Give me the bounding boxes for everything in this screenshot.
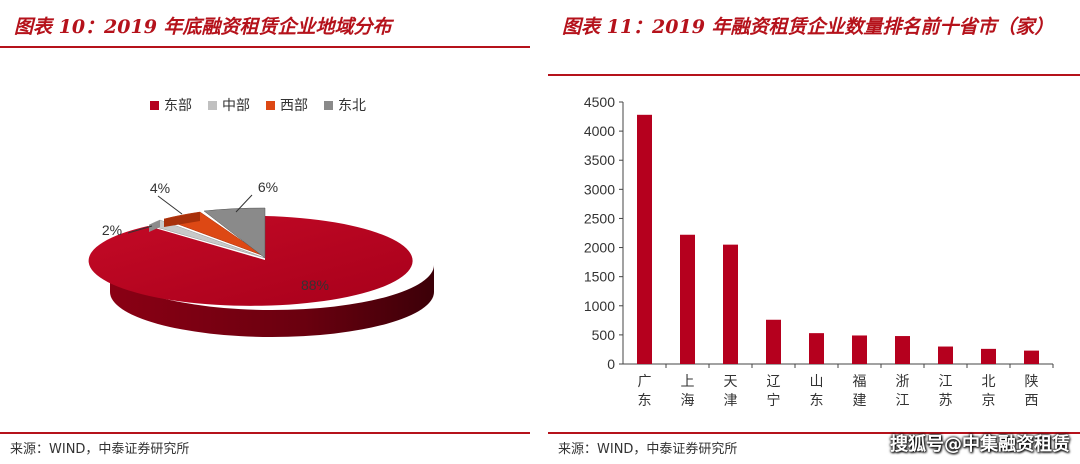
- legend-item-west: 西部: [266, 95, 308, 115]
- x-tick-label-福建-0: 福: [853, 373, 867, 389]
- pie-label-central: 2%: [102, 222, 122, 238]
- bar-marks: [637, 114, 1039, 364]
- legend-label: 东北: [338, 98, 366, 114]
- x-tick-label-北京-1: 京: [982, 392, 996, 408]
- x-tick-label-上海-1: 海: [681, 392, 695, 408]
- bar-chart: 050010001500200025003000350040004500广东上海…: [584, 94, 1054, 408]
- pie-legend: 东部 中部 西部 东北: [150, 95, 366, 115]
- legend-label: 中部: [222, 98, 250, 114]
- pie-slice-west: [163, 211, 265, 257]
- pie-label-northeast: 6%: [258, 179, 278, 195]
- x-tick-label-上海-0: 上: [681, 373, 695, 389]
- legend-label: 东部: [164, 98, 192, 114]
- y-tick-label: 1000: [584, 298, 615, 314]
- y-tick-label: 3000: [584, 181, 615, 197]
- bar-山东: [809, 333, 824, 364]
- right-panel: 图表 11：2019 年融资租赁企业数量排名前十省市（家） 0 500 1000 15…: [548, 0, 1080, 464]
- x-tick-label-浙江-1: 江: [896, 392, 910, 408]
- bar-上海: [680, 234, 695, 364]
- pie-chart-title: 图表 10：2019 年底融资租赁企业地域分布: [14, 16, 392, 38]
- y-tick-label: 4500: [584, 94, 615, 110]
- pie-slice-central: [148, 219, 266, 259]
- x-tick-label-辽宁-0: 辽: [767, 373, 781, 389]
- bar-陕西: [1024, 350, 1039, 364]
- x-tick-label-广东-0: 广: [638, 373, 652, 389]
- pie-slice-east: [88, 216, 413, 306]
- x-tick-label-北京-0: 北: [982, 373, 996, 389]
- legend-swatch: [266, 100, 275, 110]
- bar-江苏: [938, 346, 953, 364]
- watermark: 搜狐号@中集融资租赁: [890, 434, 1070, 455]
- y-tick-label: 500: [592, 327, 616, 343]
- bar-广东: [637, 114, 652, 364]
- y-tick-label: 0: [607, 356, 615, 372]
- left-panel: 图表 10：2019 年底融资租赁企业地域分布 东部 中部 西部 东北: [0, 0, 530, 464]
- source-note: 来源：WIND，中泰证券研究所: [10, 442, 190, 457]
- x-tick-label-江苏-0: 江: [939, 373, 953, 389]
- title-rule: [548, 74, 1080, 76]
- x-tick-label-山东-0: 山: [810, 373, 824, 389]
- y-tick-label: 4000: [584, 123, 615, 139]
- pie-slice-northeast: [203, 207, 266, 259]
- leader-line-west: [157, 195, 183, 215]
- bar-axes: 050010001500200025003000350040004500广东上海…: [584, 94, 1054, 408]
- y-tick-label: 1500: [584, 269, 615, 285]
- pie-side-central: [149, 220, 160, 232]
- bar-辽宁: [766, 319, 781, 364]
- legend-swatch: [150, 100, 159, 110]
- bar-北京: [981, 348, 996, 364]
- legend-item-northeast: 东北: [324, 95, 366, 115]
- pie-chart: 88% 2% 4% 6%: [88, 179, 434, 337]
- footer-rule: [0, 432, 530, 434]
- x-tick-label-天津-0: 天: [724, 373, 738, 389]
- footer-rule: [548, 432, 1080, 434]
- pie-side-east: [110, 265, 434, 337]
- pie-side-west: [164, 212, 200, 227]
- leader-line-northeast: [235, 194, 253, 213]
- x-tick-label-辽宁-1: 宁: [767, 392, 781, 408]
- legend-item-central: 中部: [208, 95, 250, 115]
- legend-item-east: 东部: [150, 95, 192, 115]
- x-tick-label-陕西-0: 陕: [1025, 373, 1039, 389]
- leader-line-central: [127, 225, 153, 234]
- y-tick-label: 2500: [584, 210, 615, 226]
- x-tick-label-浙江-0: 浙: [896, 373, 910, 389]
- pie-label-east: 88%: [301, 277, 329, 293]
- x-tick-label-山东-1: 东: [810, 392, 824, 408]
- x-tick-label-江苏-1: 苏: [939, 392, 953, 408]
- title-rule: [0, 46, 530, 48]
- legend-swatch: [324, 100, 333, 110]
- bar-福建: [852, 335, 867, 364]
- source-note: 来源：WIND，中泰证券研究所: [558, 442, 738, 457]
- pie-label-west: 4%: [150, 180, 170, 196]
- bar-浙江: [895, 336, 910, 364]
- legend-swatch: [208, 100, 217, 110]
- bar-天津: [723, 244, 738, 364]
- x-tick-label-陕西-1: 西: [1025, 392, 1039, 408]
- x-tick-label-天津-1: 津: [724, 392, 738, 408]
- legend-label: 西部: [280, 98, 308, 114]
- y-tick-label: 3500: [584, 152, 615, 168]
- bar-chart-title: 图表 11：2019 年融资租赁企业数量排名前十省市（家）: [562, 16, 1054, 38]
- x-tick-label-福建-1: 建: [853, 392, 867, 408]
- y-tick-label: 2000: [584, 240, 615, 256]
- x-tick-label-广东-1: 东: [638, 392, 652, 408]
